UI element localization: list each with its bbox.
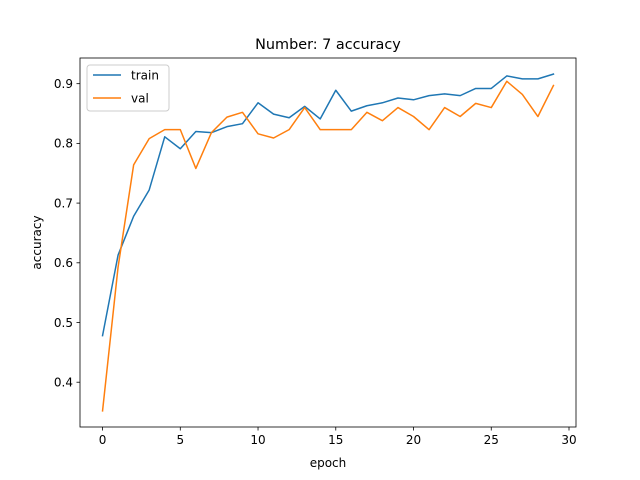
y-axis-label: accuracy [30, 215, 44, 269]
legend-label-val: val [131, 92, 149, 106]
x-tick-label: 0 [99, 433, 107, 447]
x-tick-label: 10 [250, 433, 265, 447]
series-layer [101, 73, 555, 412]
x-axis: 0 5 10 15 20 25 30 [99, 427, 577, 447]
legend-label-train: train [131, 69, 159, 83]
series-line-val [101, 80, 555, 412]
y-tick-label: 0.4 [54, 376, 73, 390]
y-tick-label: 0.6 [54, 256, 73, 270]
series-line-train [101, 73, 555, 337]
chart-title: Number: 7 accuracy [255, 37, 401, 53]
y-tick-label: 0.8 [54, 137, 73, 151]
x-tick-label: 15 [328, 433, 343, 447]
x-tick-label: 25 [484, 433, 499, 447]
plot-area-frame [79, 57, 577, 428]
x-tick-label: 30 [561, 433, 576, 447]
legend-box [86, 64, 170, 112]
x-axis-label: epoch [310, 456, 347, 470]
legend: train val [86, 64, 170, 112]
y-axis: 0.4 0.5 0.6 0.7 0.8 0.9 [54, 77, 80, 390]
y-tick-label: 0.9 [54, 77, 73, 91]
y-tick-label: 0.5 [54, 316, 73, 330]
x-tick-label: 5 [176, 433, 184, 447]
y-tick-label: 0.7 [54, 196, 73, 210]
x-tick-label: 20 [406, 433, 421, 447]
